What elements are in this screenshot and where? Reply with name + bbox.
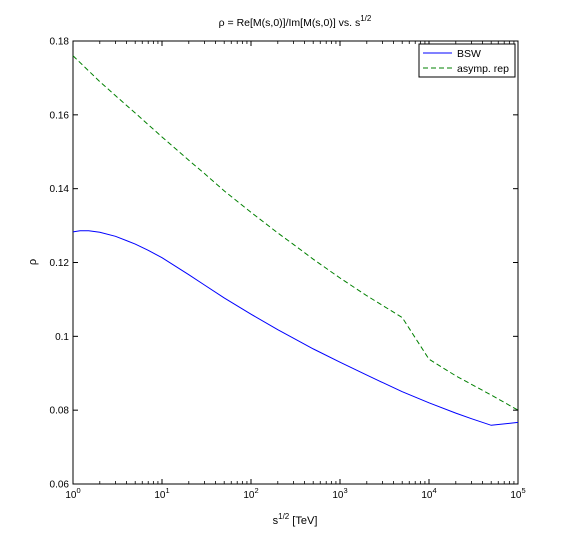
x-tick-label-base: 10 — [510, 490, 522, 501]
x-tick-label-exp: 3 — [343, 486, 347, 495]
x-tick-label-exp: 2 — [254, 486, 258, 495]
chart-title-sup: 1/2 — [360, 14, 372, 23]
x-tick-label-exp: 1 — [165, 486, 169, 495]
chart-title-main: ρ = Re[M(s,0)]/Im[M(s,0)] vs. s — [219, 17, 361, 29]
y-axis-label: ρ — [27, 259, 39, 265]
legend-box — [418, 43, 516, 78]
x-tick-label-base: 10 — [243, 490, 255, 501]
x-tick-label: 103 — [332, 486, 347, 501]
x-tick-label: 101 — [154, 486, 169, 501]
series-line-asymp-rep — [72, 55, 519, 411]
x-tick-label-base: 10 — [421, 490, 433, 501]
x-ticks: 100 101 102 103 104 105 — [65, 41, 526, 501]
chart-title: ρ = Re[M(s,0)]/Im[M(s,0)] vs. s1/2 — [219, 14, 372, 29]
x-tick-label: 100 — [65, 486, 80, 501]
x-axis-label-unit: [TeV] — [289, 515, 317, 527]
y-tick-label: 0.06 — [50, 480, 70, 491]
legend-label-bsw: BSW — [457, 48, 481, 60]
x-tick-label: 102 — [243, 486, 258, 501]
x-axis-label: s1/2 [TeV] — [273, 512, 318, 527]
y-ticks: 0.06 0.08 0.1 0.12 0.14 0.16 0.18 — [50, 37, 518, 491]
x-tick-label-base: 10 — [65, 490, 77, 501]
x-tick-label-exp: 5 — [521, 486, 525, 495]
y-tick-label: 0.12 — [50, 258, 70, 269]
y-tick-label: 0.18 — [50, 37, 70, 48]
y-tick-label: 0.08 — [50, 406, 70, 417]
series-line-bsw — [72, 230, 519, 426]
legend-label-asymp-rep: asymp. rep — [457, 63, 509, 75]
x-tick-label: 105 — [510, 486, 525, 501]
plot-area — [72, 40, 519, 485]
x-tick-label-base: 10 — [154, 490, 166, 501]
x-axis-label-sup: 1/2 — [278, 512, 290, 521]
x-tick-label-exp: 4 — [432, 486, 436, 495]
y-tick-label: 0.1 — [55, 332, 69, 343]
x-tick-label: 104 — [421, 486, 436, 501]
x-axis-label-main: s — [273, 515, 279, 527]
series-group — [72, 55, 519, 426]
x-tick-label-base: 10 — [332, 490, 344, 501]
legend: BSW asymp. rep — [418, 43, 516, 78]
y-tick-label: 0.16 — [50, 110, 70, 121]
y-tick-label: 0.14 — [50, 184, 70, 195]
x-tick-label-exp: 0 — [76, 486, 80, 495]
